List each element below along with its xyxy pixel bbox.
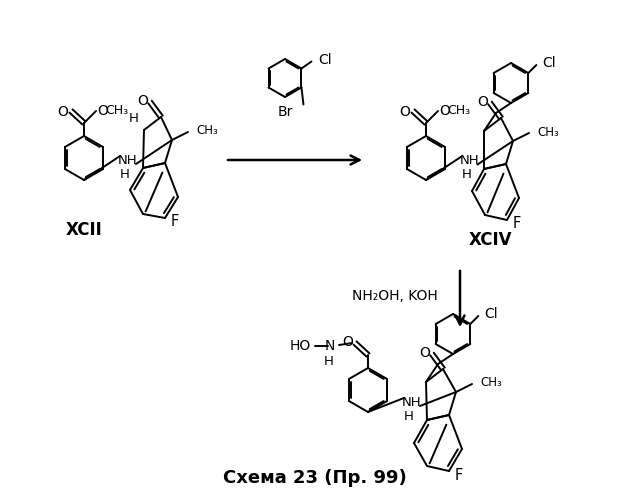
Text: NH₂OH, KOH: NH₂OH, KOH <box>352 289 438 303</box>
Text: O: O <box>399 105 410 119</box>
Text: O: O <box>97 104 108 118</box>
Text: NH: NH <box>460 154 480 167</box>
Text: Cl: Cl <box>542 56 556 70</box>
Text: XCII: XCII <box>66 221 102 239</box>
Text: CH₃: CH₃ <box>480 376 502 390</box>
Text: H: H <box>120 168 130 181</box>
Text: F: F <box>455 468 463 482</box>
Text: H: H <box>129 112 139 125</box>
Text: CH₃: CH₃ <box>105 104 128 118</box>
Text: F: F <box>513 216 521 232</box>
Text: H: H <box>461 168 471 181</box>
Text: XCIV: XCIV <box>468 231 512 249</box>
Text: NH: NH <box>402 396 422 408</box>
Text: O: O <box>57 105 68 119</box>
Text: O: O <box>419 346 430 360</box>
Text: NH: NH <box>118 154 138 166</box>
Text: CH₃: CH₃ <box>537 126 558 138</box>
Text: Cl: Cl <box>319 54 332 68</box>
Text: HO: HO <box>290 339 311 353</box>
Text: CH₃: CH₃ <box>447 104 470 118</box>
Text: F: F <box>171 214 179 230</box>
Text: O: O <box>137 94 148 108</box>
Text: CH₃: CH₃ <box>196 124 218 138</box>
Text: Cl: Cl <box>485 307 498 321</box>
Text: H: H <box>324 355 334 368</box>
Text: Br: Br <box>278 104 293 118</box>
Text: N: N <box>324 339 335 353</box>
Text: Схема 23 (Пр. 99): Схема 23 (Пр. 99) <box>223 469 407 487</box>
Text: O: O <box>477 95 488 109</box>
Text: O: O <box>342 335 353 349</box>
Text: O: O <box>439 104 450 118</box>
Text: H: H <box>404 410 414 423</box>
